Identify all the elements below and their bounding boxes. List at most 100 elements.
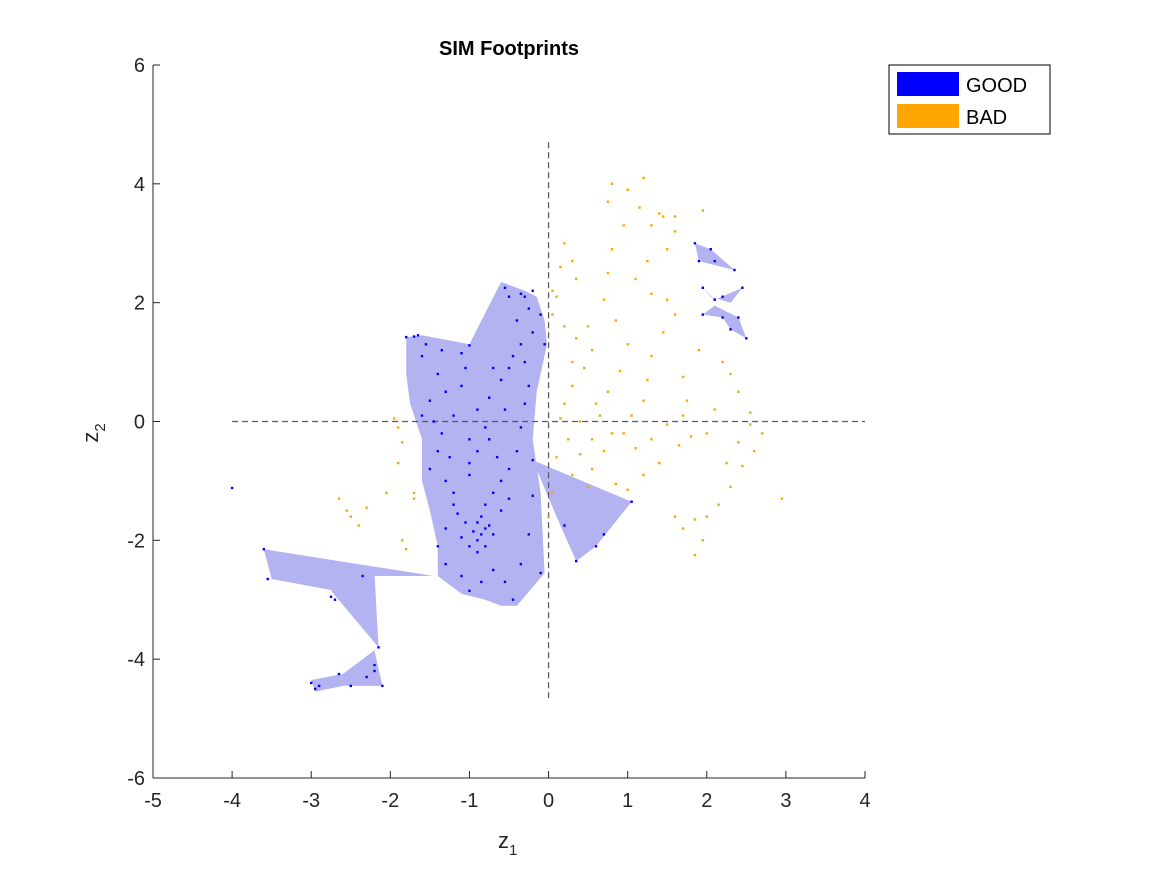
good-point-99 — [543, 343, 546, 346]
good-point-76 — [436, 545, 439, 548]
good-point-31 — [428, 467, 432, 471]
good-point-91 — [488, 438, 491, 441]
bad-point-3 — [555, 295, 558, 298]
bad-point-90 — [551, 289, 554, 292]
good-point-112 — [697, 259, 701, 263]
bad-point-56 — [614, 482, 617, 486]
bad-point-60 — [551, 491, 554, 494]
bad-point-51 — [689, 435, 693, 438]
bad-point-44 — [642, 399, 645, 402]
bad-point-62 — [673, 515, 677, 518]
bad-point-72 — [749, 423, 752, 426]
good-point-14 — [310, 681, 313, 685]
bad-point-57 — [586, 485, 590, 489]
good-point-116 — [741, 286, 744, 289]
legend-swatch-bad — [897, 104, 959, 128]
bad-point-30 — [642, 176, 645, 180]
bad-point-50 — [681, 414, 685, 417]
bad-point-74 — [753, 450, 756, 453]
good-point-118 — [721, 316, 724, 319]
good-point-92 — [452, 414, 455, 417]
x-axis-label: z1 — [498, 828, 517, 859]
bad-point-31 — [638, 206, 641, 209]
bad-point-93 — [579, 420, 582, 423]
tick-marks: -5 -4 -3 -2 -1 0 1 2 3 4 -6 -4 -2 0 2 4 6 — [127, 55, 870, 812]
good-point-45 — [527, 307, 530, 310]
bad-point-2 — [575, 277, 578, 281]
bad-point-33 — [662, 215, 665, 218]
good-point-60 — [480, 515, 483, 518]
good-point-86 — [531, 494, 534, 497]
good-point-87 — [539, 571, 542, 575]
y-tick-label-4: 2 — [134, 293, 145, 315]
bad-point-10 — [571, 384, 574, 388]
good-point-12 — [337, 672, 341, 676]
good-point-53 — [523, 402, 526, 405]
bad-point-88 — [658, 212, 661, 215]
good-point-108 — [693, 242, 697, 245]
good-point-29 — [440, 432, 443, 435]
legend-label-good: GOOD — [966, 75, 1027, 97]
bad-point-28 — [610, 182, 613, 185]
bad-point-66 — [701, 539, 704, 542]
bad-point-13 — [567, 438, 570, 441]
data-points — [230, 176, 784, 691]
good-point-72 — [464, 521, 467, 524]
good-point-24 — [460, 384, 463, 388]
bad-point-20 — [618, 369, 621, 373]
bad-point-25 — [610, 248, 613, 251]
good-point-33 — [452, 491, 455, 494]
good-point-77 — [444, 562, 447, 566]
bad-point-9 — [583, 366, 586, 370]
x-tick-label-6: 1 — [622, 790, 633, 812]
y-tick-label-2: -2 — [127, 530, 145, 552]
good-point-110 — [713, 259, 716, 263]
good-point-103 — [630, 500, 633, 503]
bad-point-16 — [602, 450, 606, 453]
good-point-54 — [519, 426, 523, 429]
good-point-3 — [329, 595, 333, 598]
good-point-13 — [317, 684, 321, 688]
bad-point-52 — [677, 444, 681, 447]
good-point-51 — [523, 360, 526, 364]
good-point-49 — [507, 295, 511, 298]
good-point-46 — [523, 295, 526, 298]
good-point-117 — [701, 313, 704, 316]
good-point-97 — [436, 372, 439, 376]
bad-point-73 — [761, 432, 764, 435]
y-tick-label-3: 0 — [134, 412, 145, 434]
good-point-70 — [468, 545, 471, 548]
bad-point-99 — [412, 491, 416, 494]
bad-point-54 — [642, 473, 645, 477]
good-point-16 — [405, 335, 408, 339]
good-point-81 — [492, 568, 495, 572]
good-point-96 — [492, 366, 495, 370]
good-point-109 — [709, 248, 712, 251]
good-point-30 — [436, 450, 439, 453]
good-point-50 — [515, 319, 519, 322]
good-point-107 — [563, 524, 566, 527]
good-point-88 — [499, 509, 503, 512]
good-point-23 — [464, 366, 467, 370]
bad-point-92 — [594, 402, 598, 405]
bad-point-85 — [780, 497, 784, 500]
bad-point-37 — [634, 277, 637, 281]
bad-point-41 — [662, 331, 665, 334]
good-point-21 — [460, 352, 463, 355]
bad-point-96 — [397, 426, 400, 429]
y-tick-label-6: 6 — [134, 55, 145, 77]
bad-point-49 — [666, 423, 669, 426]
good-point-39 — [488, 396, 491, 399]
bad-point-53 — [658, 461, 661, 465]
x-tick-label-5: 0 — [543, 790, 554, 812]
bad-point-84 — [697, 349, 701, 352]
good-point-68 — [484, 545, 487, 548]
good-point-25 — [444, 390, 447, 393]
good-point-27 — [420, 414, 424, 417]
good-point-15 — [314, 687, 317, 691]
bad-point-94 — [590, 438, 594, 441]
good-point-89 — [507, 497, 511, 500]
good-point-20 — [440, 349, 443, 352]
good-point-5 — [361, 574, 364, 578]
